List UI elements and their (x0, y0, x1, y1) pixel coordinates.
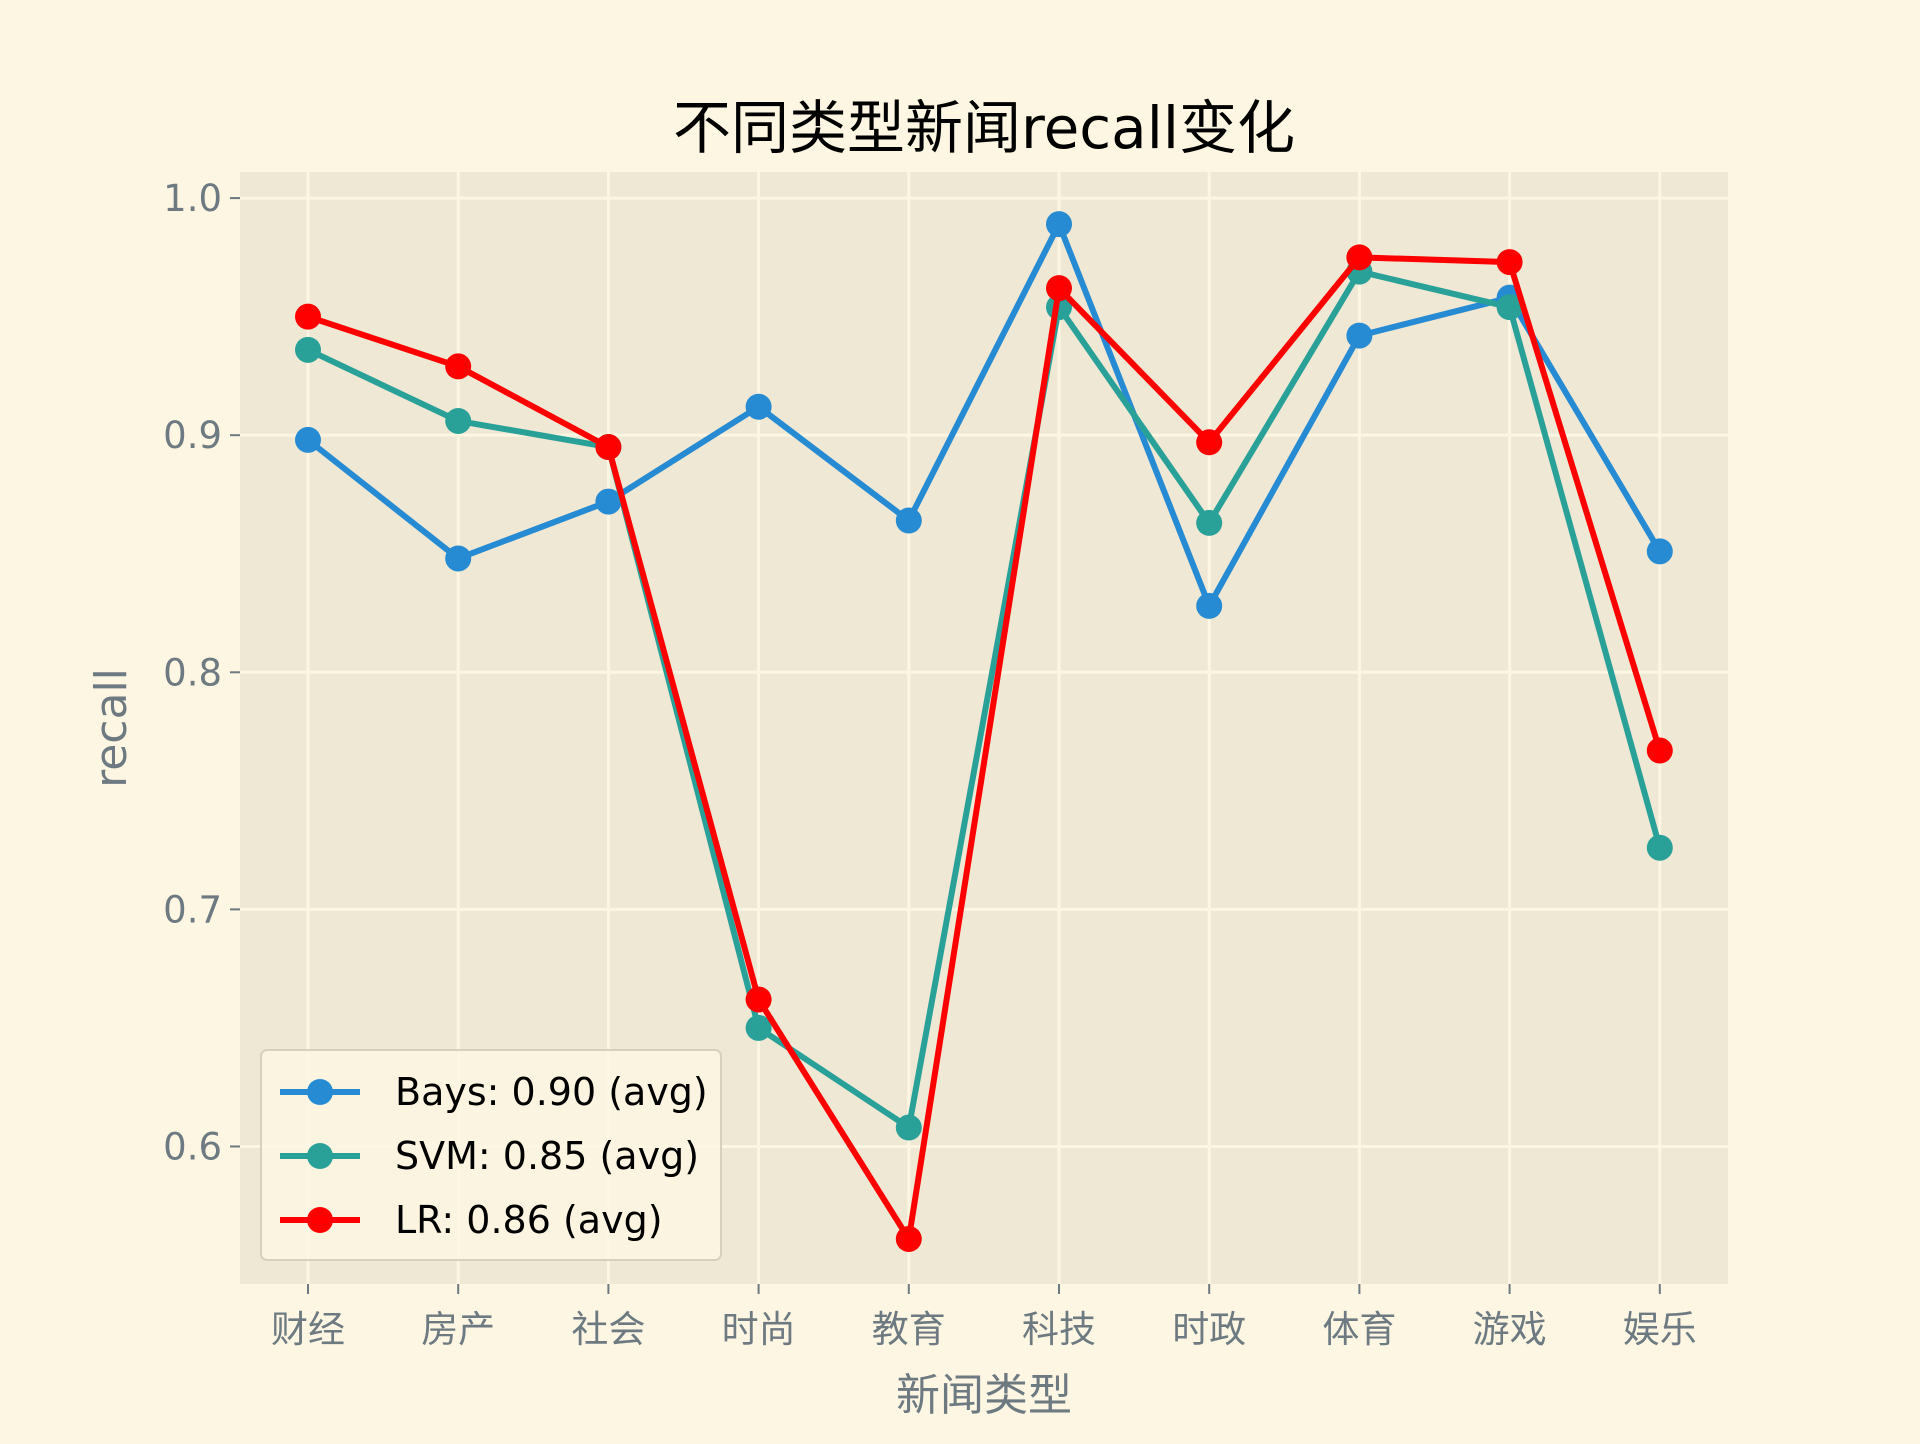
data-point (1196, 429, 1223, 456)
data-point (595, 488, 622, 515)
series-line (307, 254, 1663, 1242)
data-point (1346, 244, 1373, 271)
x-tick-label: 社会 (571, 1308, 645, 1351)
x-tick-label: 游戏 (1473, 1308, 1547, 1351)
data-point (1046, 275, 1072, 302)
legend-box (260, 1049, 722, 1261)
x-tick-label: 时政 (1172, 1308, 1246, 1351)
series-1 (295, 258, 1673, 1141)
data-point (595, 434, 622, 461)
y-tick-label: 0.6 (163, 1125, 222, 1168)
x-axis-label: 新闻类型 (896, 1370, 1072, 1421)
legend-marker (307, 1143, 333, 1169)
legend-label: Bays: 0.90 (avg) (395, 1070, 708, 1114)
data-point (445, 353, 472, 380)
data-point (1046, 211, 1072, 238)
data-point (295, 303, 321, 330)
series-line (306, 268, 1663, 1131)
x-tick-label: 体育 (1322, 1308, 1396, 1351)
x-tick-label: 财经 (271, 1308, 345, 1351)
x-tick-label: 娱乐 (1623, 1308, 1697, 1351)
y-axis-ticks: 0.6 0.7 0.8 0.9 1.0 (163, 177, 240, 1168)
series-0 (295, 211, 1673, 619)
data-point (445, 545, 472, 572)
data-point (1646, 737, 1673, 764)
legend-marker (307, 1079, 333, 1105)
data-point (1346, 322, 1373, 349)
y-tick-label: 0.7 (163, 888, 222, 931)
y-tick-label: 1.0 (163, 177, 222, 220)
y-tick-label: 0.9 (163, 414, 222, 457)
grid-lines (240, 172, 1728, 1284)
y-tick-label: 0.8 (163, 651, 222, 694)
data-point (1196, 592, 1223, 619)
series-layer (295, 211, 1673, 1252)
legend: Bays: 0.90 (avg) SVM: 0.85 (avg) LR: 0.86 … (260, 1049, 722, 1261)
x-tick-label: 时尚 (722, 1308, 796, 1351)
legend-label: SVM: 0.85 (avg) (395, 1134, 699, 1178)
data-point (1196, 509, 1223, 536)
x-tick-label: 房产 (421, 1308, 495, 1351)
data-point (895, 1225, 922, 1252)
data-point (1646, 834, 1673, 861)
y-axis-label: recall (86, 668, 137, 788)
data-point (295, 426, 321, 453)
series-2 (295, 244, 1673, 1252)
data-point (895, 1114, 922, 1141)
series-line (306, 221, 1663, 609)
data-point (445, 407, 472, 434)
chart-title: 不同类型新闻recall变化 (673, 94, 1295, 162)
data-point (1496, 294, 1523, 321)
data-point (1496, 249, 1523, 276)
x-axis-ticks: 财经 房产 社会 时尚 教育 科技 时政 体育 游戏 娱乐 (271, 1284, 1697, 1351)
data-point (1646, 538, 1673, 565)
data-point (745, 986, 772, 1013)
data-point (745, 1014, 772, 1041)
data-point (295, 336, 321, 363)
legend-marker (307, 1207, 333, 1233)
x-tick-label: 科技 (1022, 1308, 1096, 1351)
data-point (895, 507, 922, 534)
data-point (745, 393, 772, 420)
legend-label: LR: 0.86 (avg) (395, 1198, 663, 1242)
x-tick-label: 教育 (872, 1308, 946, 1351)
